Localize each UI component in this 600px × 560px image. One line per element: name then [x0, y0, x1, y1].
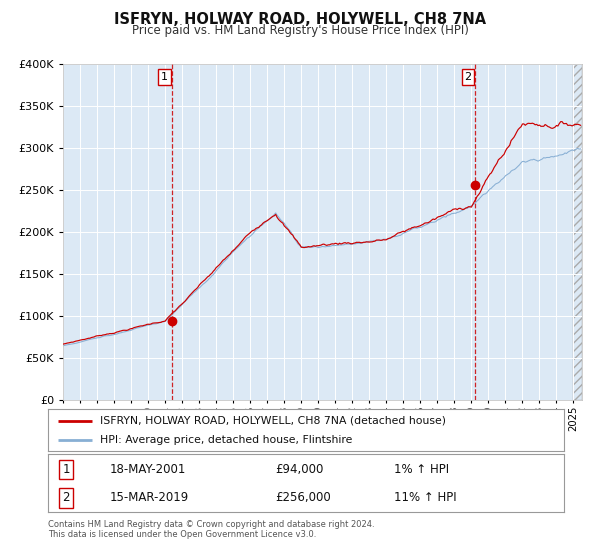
Text: 18-MAY-2001: 18-MAY-2001: [110, 463, 186, 476]
Text: 1% ↑ HPI: 1% ↑ HPI: [394, 463, 449, 476]
Text: £256,000: £256,000: [275, 491, 331, 504]
Text: Price paid vs. HM Land Registry's House Price Index (HPI): Price paid vs. HM Land Registry's House …: [131, 24, 469, 36]
Text: £94,000: £94,000: [275, 463, 323, 476]
Text: 2: 2: [464, 72, 472, 82]
Text: 1: 1: [62, 463, 70, 476]
Text: 2: 2: [62, 491, 70, 504]
Text: 1: 1: [161, 72, 168, 82]
Text: HPI: Average price, detached house, Flintshire: HPI: Average price, detached house, Flin…: [100, 435, 352, 445]
Text: 11% ↑ HPI: 11% ↑ HPI: [394, 491, 457, 504]
Text: ISFRYN, HOLWAY ROAD, HOLYWELL, CH8 7NA (detached house): ISFRYN, HOLWAY ROAD, HOLYWELL, CH8 7NA (…: [100, 416, 446, 426]
Text: Contains HM Land Registry data © Crown copyright and database right 2024.
This d: Contains HM Land Registry data © Crown c…: [48, 520, 374, 539]
Text: ISFRYN, HOLWAY ROAD, HOLYWELL, CH8 7NA: ISFRYN, HOLWAY ROAD, HOLYWELL, CH8 7NA: [114, 12, 486, 27]
Text: 15-MAR-2019: 15-MAR-2019: [110, 491, 189, 504]
